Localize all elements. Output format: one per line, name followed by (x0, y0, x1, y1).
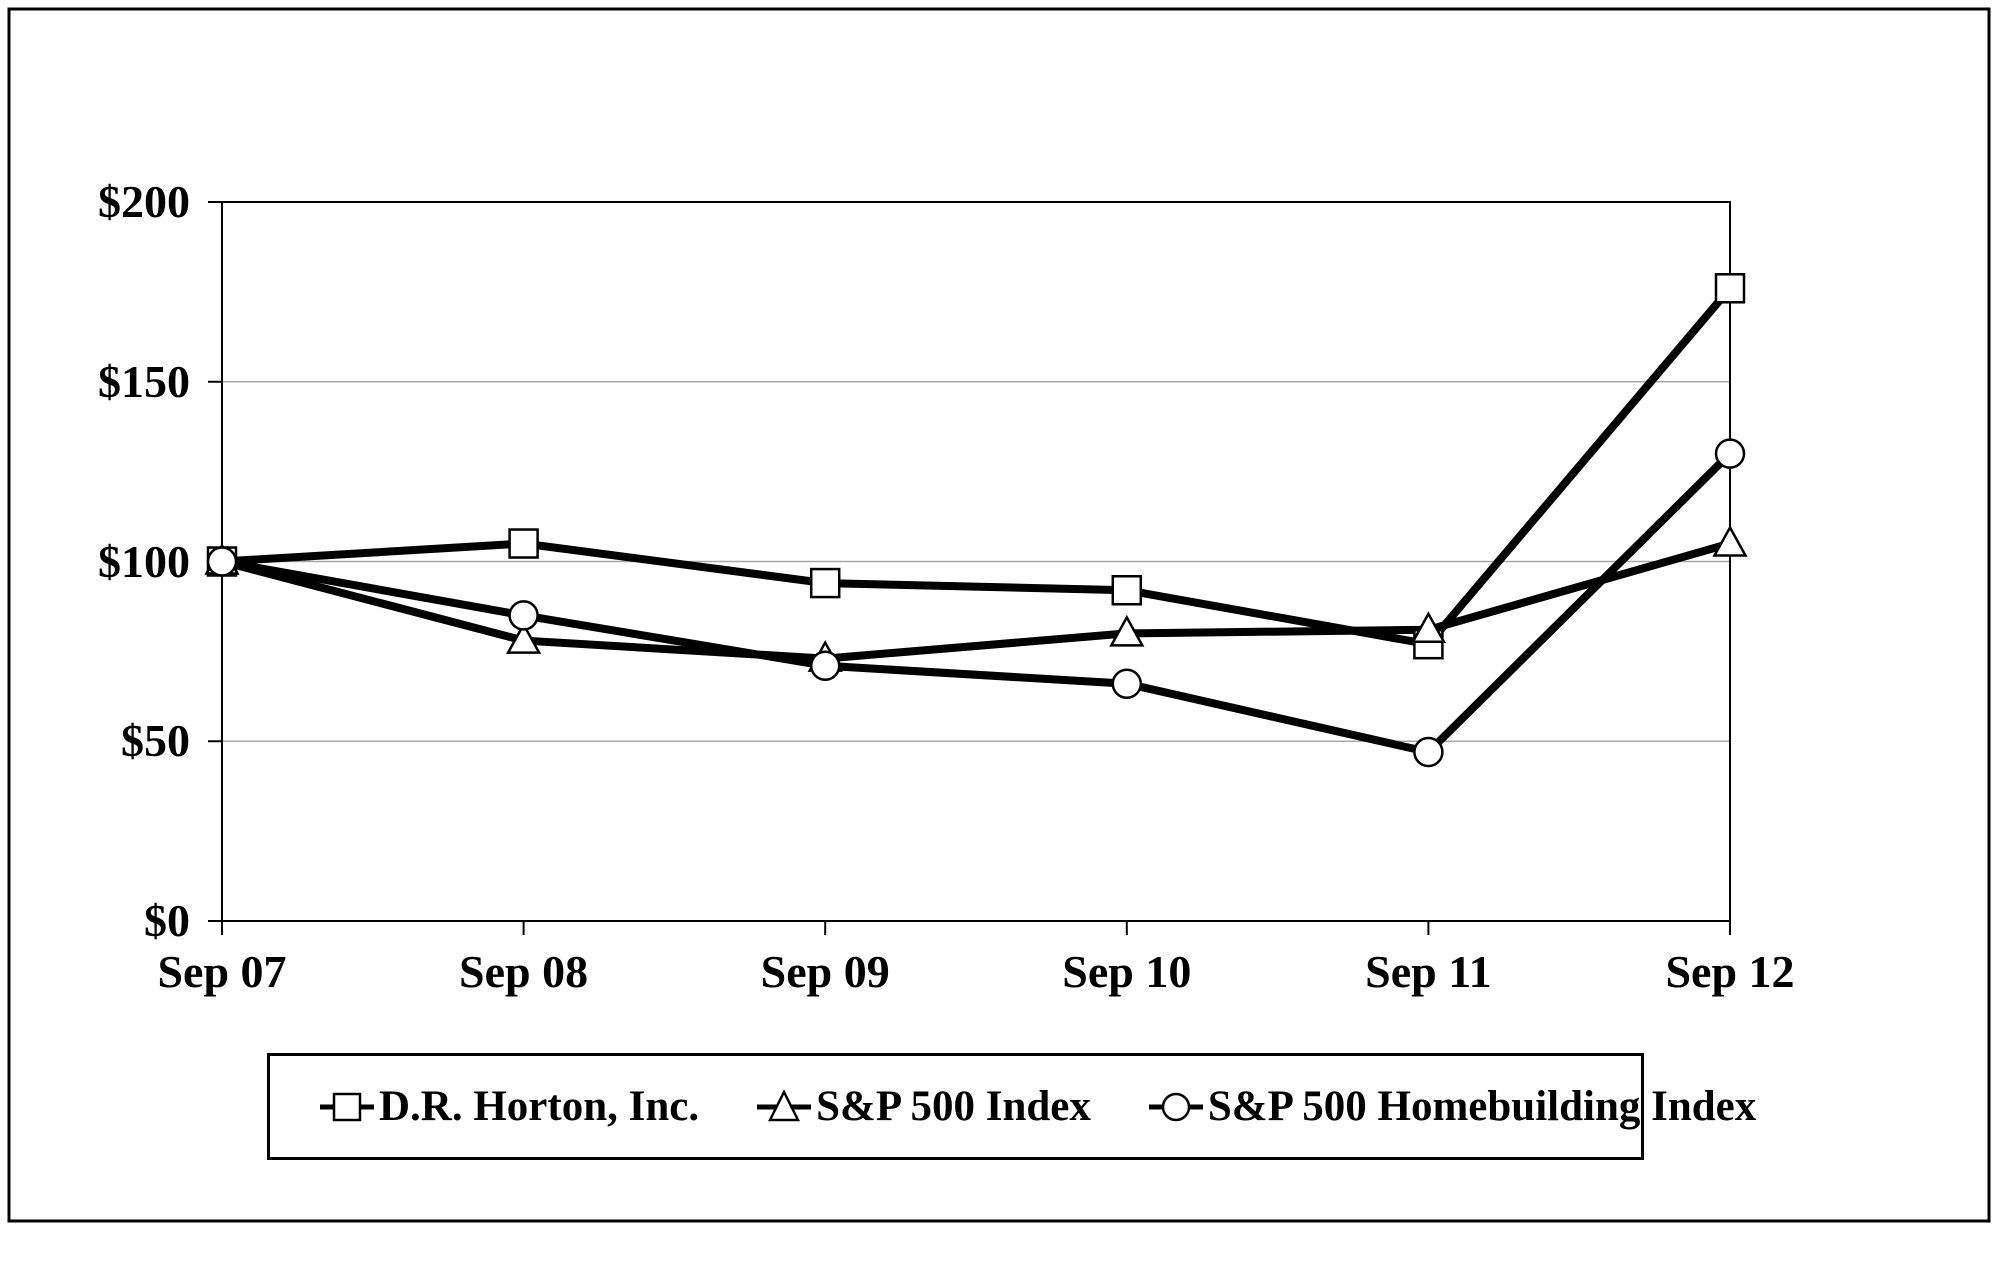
x-tick-label-sep09: Sep 09 (760, 946, 890, 997)
y-tick-label-100: $100 (98, 536, 190, 587)
legend-square-marker-icon (320, 1092, 374, 1121)
legend-triangle-marker-icon (757, 1088, 812, 1121)
y-tick-label-50: $50 (121, 715, 190, 766)
legend-item-d-r-horton-inc: D.R. Horton, Inc. (318, 1082, 699, 1131)
circle-marker-icon-s-p-500-homebuilding-index-sep-09 (809, 650, 841, 682)
legend-circle-marker-icon (1148, 1092, 1203, 1121)
chart-legend: D.R. Horton, Inc. S&P 500 Index S&P 500 Ho… (267, 1053, 1756, 1160)
triangle-marker-icon-s-p-500-index-sep-08 (505, 622, 542, 654)
y-tick-label-150: $150 (98, 356, 190, 407)
legend-circle-glyph (1161, 1092, 1191, 1121)
triangle-marker-icon-s-p-500-index-sep-12 (1712, 524, 1748, 557)
circle-marker-icon-s-p-500-homebuilding-index-sep-11 (1413, 736, 1444, 768)
square-marker-icon-d-r-horton-inc-sep-09 (809, 567, 841, 599)
square-marker-icon-d-r-horton-inc-sep-12 (1714, 273, 1746, 304)
triangle-marker-icon-s-p-500-index-sep-10 (1109, 614, 1145, 647)
x-tick-label-sep08: Sep 08 (459, 946, 589, 997)
outer-border (7, 7, 1991, 1223)
y-tick-label-0: $0 (144, 895, 190, 946)
legend-item-s-p-500-homebuilding-index: S&P 500 Homebuilding Index (1147, 1082, 1756, 1131)
legend-label-d-r-horton-inc: D.R. Horton, Inc. (379, 1083, 700, 1130)
square-marker-icon-d-r-horton-inc-sep-08 (508, 528, 539, 559)
x-tick-label-sep10: Sep 10 (1062, 946, 1192, 997)
circle-marker-icon-s-p-500-homebuilding-index-sep-08 (508, 600, 539, 631)
x-tick-label-sep11: Sep 11 (1365, 946, 1492, 997)
x-tick-label-sep07: Sep 07 (157, 946, 287, 997)
square-marker-icon-d-r-horton-inc-sep-10 (1111, 575, 1143, 606)
legend-label-s-p-500-homebuilding-index: S&P 500 Homebuilding Index (1207, 1083, 1757, 1130)
legend-triangle-glyph (768, 1088, 801, 1121)
triangle-marker-icon-s-p-500-index-sep-11 (1410, 611, 1447, 644)
series-line-s-p-500-homebuilding-index (221, 450, 1733, 757)
legend-item-s-p-500-index: S&P 500 Index (755, 1082, 1091, 1131)
circle-marker-icon-s-p-500-homebuilding-index-sep-12 (1714, 438, 1746, 469)
circle-marker-icon-s-p-500-homebuilding-index-sep-10 (1111, 668, 1143, 699)
series-line-s-p-500-index (220, 539, 1732, 663)
x-tick-label-sep12: Sep 12 (1665, 946, 1795, 997)
legend-square-glyph (332, 1092, 362, 1121)
series-line-d-r-horton-inc (221, 285, 1734, 649)
circle-marker-icon-s-p-500-homebuilding-index-sep-07 (206, 546, 238, 577)
legend-label-s-p-500-index: S&P 500 Index (816, 1083, 1091, 1130)
y-tick-label-200: $200 (98, 176, 190, 227)
